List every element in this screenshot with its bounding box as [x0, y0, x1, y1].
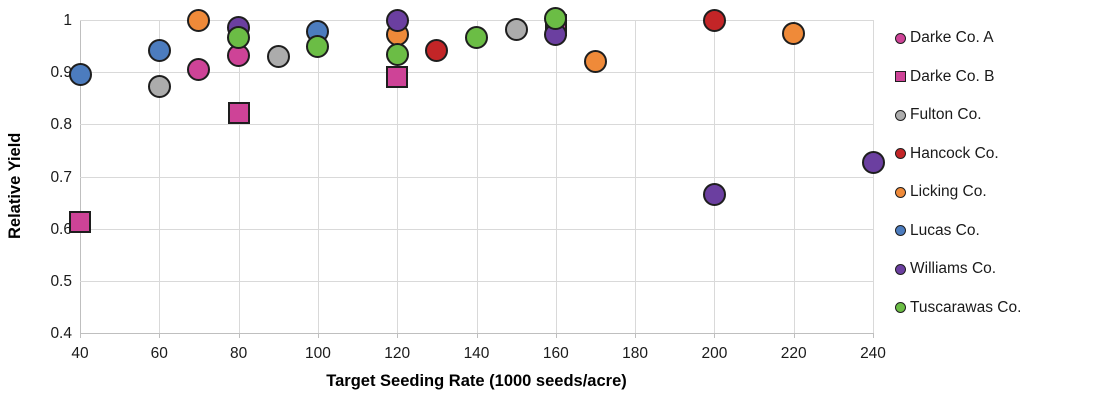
data-point-lucas-co-	[68, 62, 92, 86]
x-tick-mark	[317, 333, 319, 338]
x-tick-label: 40	[71, 345, 89, 362]
legend-circle-icon	[895, 186, 906, 198]
x-tick-mark	[238, 333, 240, 338]
gridline-horizontal	[80, 176, 873, 178]
legend-item-hancock-co-: Hancock Co.	[895, 144, 999, 164]
x-tick-label: 180	[622, 345, 649, 362]
x-tick-label: 140	[463, 345, 490, 362]
data-point-hancock-co-	[425, 38, 449, 62]
x-tick-label: 240	[860, 345, 886, 362]
legend-label: Fulton Co.	[910, 106, 982, 124]
legend-label: Williams Co.	[910, 260, 997, 278]
legend-label: Darke Co. B	[910, 67, 995, 85]
data-point-darke-co-b	[386, 65, 409, 88]
y-tick-label: 1	[63, 12, 72, 29]
y-tick-label: 0.6	[50, 220, 72, 238]
x-tick-label: 160	[542, 345, 569, 362]
data-point-licking-co-	[782, 22, 806, 46]
x-tick-mark	[476, 333, 478, 338]
data-point-williams-co-	[861, 150, 885, 174]
data-point-darke-co-a	[187, 58, 211, 82]
x-tick-mark	[80, 333, 81, 338]
x-tick-mark	[714, 333, 716, 338]
legend-label: Lucas Co.	[910, 221, 980, 239]
data-point-tuscarawas-co-	[227, 25, 251, 49]
y-tick-label: 0.4	[50, 325, 72, 342]
x-tick-mark	[555, 333, 557, 338]
x-tick-mark	[873, 333, 874, 338]
legend-item-tuscarawas-co-: Tuscarawas Co.	[895, 298, 1021, 318]
gridline-horizontal	[80, 333, 873, 334]
x-tick-label: 80	[229, 345, 248, 362]
x-tick-label: 220	[780, 345, 807, 362]
data-point-tuscarawas-co-	[544, 7, 568, 31]
legend-circle-icon	[895, 225, 906, 236]
data-point-lucas-co-	[147, 38, 171, 62]
legend-square-icon	[895, 71, 906, 82]
data-point-williams-co-	[702, 183, 726, 207]
y-tick-label: 0.9	[50, 64, 72, 82]
x-tick-label: 100	[304, 345, 331, 362]
x-tick-mark	[793, 333, 795, 338]
x-tick-mark	[635, 333, 637, 338]
legend-item-fulton-co-: Fulton Co.	[895, 105, 982, 125]
gridline-horizontal	[80, 124, 873, 126]
legend-label: Licking Co.	[910, 183, 987, 201]
legend-circle-icon	[895, 32, 906, 44]
x-axis-title: Target Seeding Rate (1000 seeds/acre)	[326, 372, 627, 390]
y-tick-label: 0.8	[50, 116, 72, 134]
legend-circle-icon	[895, 148, 906, 159]
legend: Darke Co. A Darke Co. B Fulton Co. Hancock …	[895, 28, 1100, 328]
data-point-licking-co-	[583, 49, 607, 73]
legend-label: Darke Co. A	[910, 29, 994, 47]
y-tick-label: 0.7	[50, 168, 72, 186]
x-tick-mark	[159, 333, 161, 338]
x-tick-label: 200	[701, 345, 728, 362]
legend-item-licking-co-: Licking Co.	[895, 182, 987, 202]
data-point-tuscarawas-co-	[465, 26, 488, 50]
gridline-horizontal	[80, 20, 873, 21]
data-point-williams-co-	[385, 8, 409, 32]
x-tick-label: 120	[384, 345, 411, 362]
legend-label: Hancock Co.	[910, 144, 999, 162]
legend-item-darke-co-b: Darke Co. B	[895, 67, 994, 87]
data-point-hancock-co-	[702, 8, 726, 32]
legend-label: Tuscarawas Co.	[910, 298, 1022, 316]
gridline-horizontal	[80, 72, 873, 74]
data-point-darke-co-b	[69, 210, 91, 233]
data-point-fulton-co-	[504, 17, 528, 41]
gridline-vertical	[873, 20, 874, 333]
legend-circle-icon	[895, 109, 906, 121]
data-point-fulton-co-	[147, 75, 171, 99]
data-point-fulton-co-	[266, 45, 290, 69]
x-tick-mark	[397, 333, 399, 338]
y-axis-title: Relative Yield	[6, 132, 24, 239]
gridline-horizontal	[80, 228, 873, 230]
data-point-tuscarawas-co-	[306, 35, 330, 59]
data-point-tuscarawas-co-	[385, 42, 409, 66]
legend-circle-icon	[895, 302, 906, 313]
data-point-licking-co-	[187, 8, 211, 32]
data-point-darke-co-b	[227, 101, 250, 124]
legend-item-darke-co-a: Darke Co. A	[895, 28, 994, 48]
y-tick-label: 0.5	[50, 272, 72, 290]
legend-item-williams-co-: Williams Co.	[895, 259, 996, 279]
x-tick-label: 60	[150, 345, 168, 362]
gridline-horizontal	[80, 280, 873, 282]
legend-item-lucas-co-: Lucas Co.	[895, 221, 980, 241]
legend-circle-icon	[895, 263, 906, 275]
